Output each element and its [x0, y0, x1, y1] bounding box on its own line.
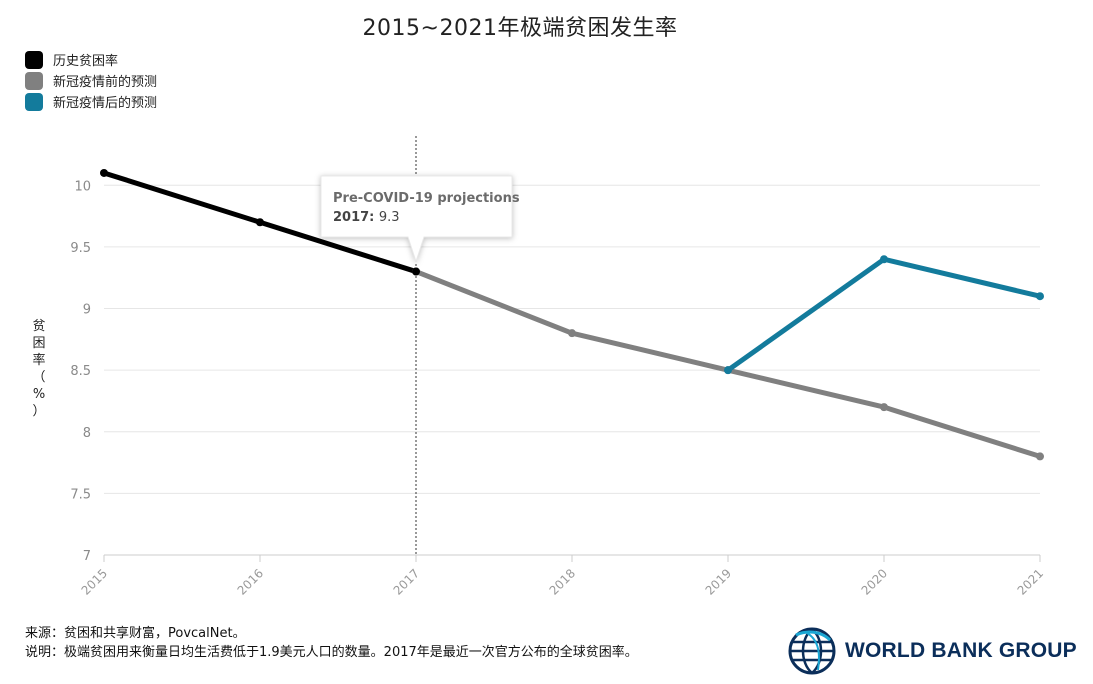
series-line	[413, 269, 1043, 459]
tooltip-key: 2017:	[333, 210, 379, 225]
legend-label: 历史贫困率	[53, 54, 119, 69]
globe-icon	[788, 627, 836, 675]
x-tick-label: 2018	[547, 566, 578, 597]
x-tick-label: 2017	[391, 566, 422, 597]
y-axis-label: 贫 困 率 （ % ）	[31, 318, 47, 420]
explanation-note: 说明：极端贫困用来衡量日均生活费低于1.9美元人口的数量。2017年是最近一次官…	[25, 645, 638, 660]
legend-label: 新冠疫情后的预测	[53, 96, 158, 111]
y-axis-label-char: （	[32, 370, 46, 385]
y-axis-label-char: ）	[32, 404, 46, 419]
data-point	[1036, 292, 1044, 301]
x-tick-label: 2019	[703, 566, 734, 597]
y-tick-label: 10	[74, 179, 91, 194]
x-tick-label: 2020	[859, 566, 890, 597]
legend-item-pre-covid[interactable]: 新冠疫情前的预测	[25, 70, 157, 91]
y-axis-label-char: 率	[32, 353, 46, 368]
x-tick-label: 2015	[79, 566, 110, 597]
chart-title: 2015~2021年极端贫困发生率	[362, 16, 678, 41]
legend-label: 新冠疫情前的预测	[53, 75, 158, 90]
x-tick-label: 2016	[235, 566, 266, 597]
data-point	[1036, 452, 1044, 461]
y-tick-label: 8	[83, 426, 91, 441]
data-point	[724, 366, 732, 375]
legend-item-post-covid[interactable]: 新冠疫情后的预测	[25, 91, 157, 112]
y-tick-label: 8.5	[70, 364, 91, 379]
y-tick-label: 9	[83, 303, 91, 318]
source-note: 来源：贫困和共享财富，PovcalNet。	[25, 626, 246, 641]
legend-item-historical[interactable]: 历史贫困率	[25, 49, 157, 70]
tooltip-value: 2017: 9.3	[333, 210, 400, 225]
tooltip-number: 9.3	[379, 210, 400, 225]
y-tick-label: 7	[83, 549, 91, 564]
series-line	[725, 256, 1043, 373]
y-axis-label-char: 贫	[32, 319, 46, 334]
x-tick-label: 2021	[1015, 566, 1046, 597]
footer: 来源：贫困和共享财富，PovcalNet。 说明：极端贫困用来衡量日均生活费低于…	[25, 624, 638, 662]
legend: 历史贫困率 新冠疫情前的预测 新冠疫情后的预测	[25, 49, 157, 112]
legend-swatch-pre-covid	[25, 71, 43, 90]
data-point	[256, 218, 264, 227]
y-axis-label-char: 困	[32, 336, 46, 351]
y-tick-label: 9.5	[70, 241, 91, 256]
logo-text: WORLD BANK GROUP	[845, 639, 1077, 662]
y-axis-label-char: %	[32, 387, 46, 402]
data-point	[880, 255, 888, 264]
data-point	[880, 403, 888, 412]
y-tick-label: 7.5	[70, 487, 91, 502]
world-bank-logo[interactable]: WORLD BANK GROUP	[787, 626, 1077, 676]
legend-swatch-post-covid	[25, 92, 43, 111]
data-point	[412, 267, 420, 276]
legend-swatch-historical	[25, 50, 43, 69]
data-point	[100, 168, 108, 177]
data-point	[568, 329, 576, 338]
tooltip-title: Pre-COVID-19 projections	[333, 191, 520, 206]
tooltip-box	[320, 175, 513, 264]
